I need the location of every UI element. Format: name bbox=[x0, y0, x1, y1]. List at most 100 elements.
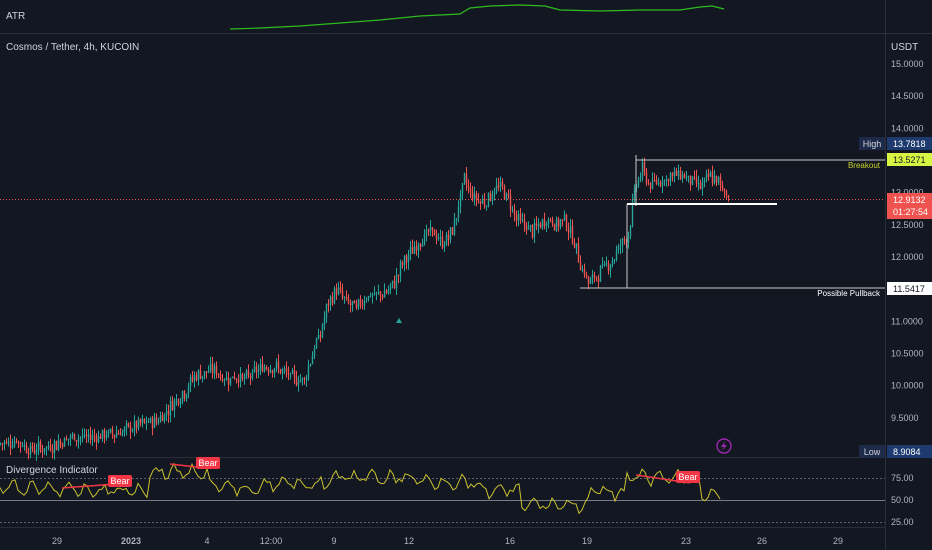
candle-body bbox=[695, 177, 698, 184]
candle-body bbox=[85, 435, 88, 437]
candle-body bbox=[165, 411, 168, 415]
candle-body bbox=[415, 246, 418, 251]
candle-body bbox=[315, 339, 318, 348]
candle-body bbox=[703, 178, 706, 182]
high-label: High bbox=[863, 139, 882, 149]
candle-body bbox=[417, 244, 420, 251]
candle-body bbox=[151, 418, 154, 428]
candle-body bbox=[77, 438, 80, 442]
time-tick-label: 2023 bbox=[121, 536, 141, 546]
candle-body bbox=[323, 317, 326, 325]
candle-body bbox=[51, 449, 54, 454]
price-tick-label: 9.5000 bbox=[891, 413, 919, 423]
candle-body bbox=[533, 223, 536, 238]
candle-body bbox=[33, 448, 36, 454]
candle-body bbox=[691, 176, 694, 185]
candle-body bbox=[163, 414, 166, 422]
candle-body bbox=[305, 378, 308, 380]
breakout-label: Breakout bbox=[848, 161, 881, 170]
candle-body bbox=[405, 255, 408, 263]
candle-body bbox=[63, 438, 66, 447]
candle-body bbox=[9, 441, 12, 448]
candle-body bbox=[489, 193, 492, 202]
candle-body bbox=[381, 295, 384, 298]
candle-body bbox=[699, 182, 702, 190]
candle-body bbox=[445, 234, 448, 246]
candle-body bbox=[407, 254, 410, 263]
price-axis[interactable]: 15.000014.500014.000013.500013.000012.50… bbox=[891, 59, 924, 455]
candle-body bbox=[279, 369, 282, 374]
candle-body bbox=[519, 213, 522, 221]
candle-body bbox=[133, 421, 136, 431]
candle-body bbox=[537, 223, 540, 226]
candle-body bbox=[331, 296, 334, 304]
indicator-tick-label: 75.00 bbox=[891, 473, 914, 483]
signal-marker-icon bbox=[396, 318, 402, 323]
candle-body bbox=[453, 220, 456, 235]
candle-body bbox=[649, 183, 652, 189]
candle-body bbox=[483, 199, 486, 207]
candle-body bbox=[297, 381, 300, 386]
candle-body bbox=[361, 305, 364, 307]
candle-body bbox=[661, 181, 664, 186]
candle-body bbox=[581, 269, 584, 271]
price-tick-label: 14.0000 bbox=[891, 123, 924, 133]
candle-body bbox=[371, 294, 374, 296]
candle-body bbox=[571, 225, 574, 244]
candle-body bbox=[209, 363, 212, 372]
candle-body bbox=[411, 247, 414, 254]
candle-body bbox=[467, 185, 470, 189]
candle-body bbox=[177, 399, 180, 404]
candle-body bbox=[451, 227, 454, 235]
candle-body bbox=[513, 209, 516, 215]
lightning-icon[interactable] bbox=[716, 438, 732, 454]
candle-body bbox=[49, 445, 52, 450]
breakout-badge: 13.5271 bbox=[887, 153, 932, 166]
candle-body bbox=[253, 366, 256, 372]
candle-body bbox=[149, 418, 152, 422]
candle-body bbox=[725, 190, 728, 196]
candle-body bbox=[673, 170, 676, 177]
candle-body bbox=[463, 173, 466, 184]
candle-body bbox=[683, 174, 686, 179]
candle-body bbox=[709, 172, 712, 177]
candle-body bbox=[153, 417, 156, 428]
candle-body bbox=[377, 291, 380, 293]
candle-body bbox=[679, 170, 682, 179]
candle-body bbox=[509, 195, 512, 210]
candle-body bbox=[521, 219, 524, 221]
bear-label-2: Bear bbox=[198, 458, 217, 468]
candle-body bbox=[637, 179, 640, 186]
candle-body bbox=[105, 434, 108, 438]
candle-body bbox=[197, 370, 200, 380]
candle-body bbox=[291, 369, 294, 374]
candle-body bbox=[203, 371, 206, 376]
candle-body bbox=[325, 304, 328, 318]
candle-body bbox=[485, 206, 488, 208]
atr-label: ATR bbox=[6, 11, 25, 22]
candle-body bbox=[607, 263, 610, 271]
candle-body bbox=[281, 369, 284, 374]
price-tick-label: 10.5000 bbox=[891, 349, 924, 359]
candle-body bbox=[81, 435, 84, 438]
candle-body bbox=[355, 303, 358, 308]
candle-body bbox=[271, 370, 274, 374]
candle-body bbox=[657, 182, 660, 184]
candle-body bbox=[95, 436, 98, 443]
candle-body bbox=[567, 229, 570, 233]
candle-body bbox=[143, 418, 146, 423]
candle-body bbox=[37, 441, 40, 451]
time-axis[interactable]: 29 2023 4 12:00 9 12 16 19 23 26 29 bbox=[52, 536, 843, 546]
candle-body bbox=[299, 379, 302, 382]
candle-body bbox=[115, 432, 118, 438]
candle-body bbox=[399, 262, 402, 277]
candle-body bbox=[65, 438, 68, 440]
candle-body bbox=[121, 431, 124, 435]
candle-body bbox=[179, 401, 182, 404]
candle-body bbox=[97, 435, 100, 443]
currency-label: USDT bbox=[891, 42, 918, 53]
candle-body bbox=[249, 375, 252, 378]
candle-body bbox=[727, 195, 730, 198]
candle-body bbox=[553, 223, 556, 231]
